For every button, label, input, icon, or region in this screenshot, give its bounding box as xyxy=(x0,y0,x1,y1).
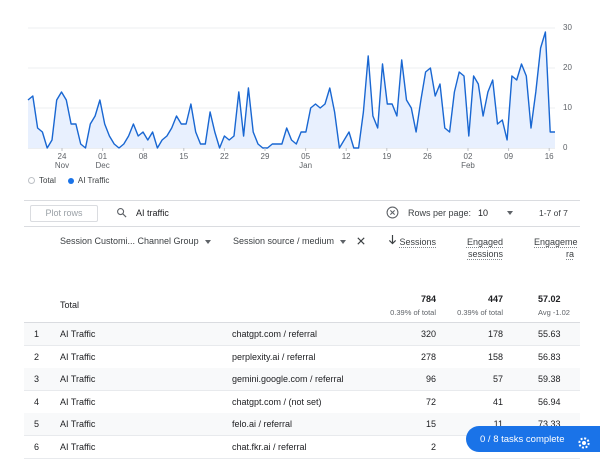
tasks-toast[interactable]: 0 / 8 tasks complete xyxy=(466,426,600,452)
row-sessions: 15 xyxy=(425,419,436,429)
totals-row: Total 784 0.39% of total 447 0.39% of to… xyxy=(24,290,580,323)
y-tick-label: 10 xyxy=(563,103,572,112)
row-rate: 56.94 xyxy=(538,396,561,407)
row-channel: AI Traffic xyxy=(60,329,96,339)
row-sessions: 2 xyxy=(430,441,436,452)
trend-chart-svg xyxy=(27,27,555,151)
chart-legend: Total AI Traffic xyxy=(28,176,109,185)
series-ai-traffic-area xyxy=(28,32,555,148)
row-engaged: 178 xyxy=(487,329,503,339)
search-icon xyxy=(117,208,127,218)
row-channel: AI Traffic xyxy=(60,396,96,407)
row-engaged: 158 xyxy=(487,351,503,362)
y-tick-label: 20 xyxy=(563,63,572,72)
x-tick-label: 26 xyxy=(422,152,432,161)
row-engaged: 57 xyxy=(492,374,503,384)
row-source: gemini.google.com / referral xyxy=(232,374,344,384)
total-engaged: 447 xyxy=(487,294,503,304)
row-source: perplexity.ai / referral xyxy=(232,351,316,362)
row-sessions: 96 xyxy=(425,374,436,384)
chevron-down-icon[interactable] xyxy=(340,239,347,244)
x-tick-label: 09 xyxy=(504,152,514,161)
row-number: 5 xyxy=(34,419,40,429)
total-sessions-pct: 0.39% of total xyxy=(390,308,436,317)
remove-dimension-icon[interactable] xyxy=(357,237,365,245)
table-row[interactable]: 3 AI Traffic gemini.google.com / referral 9… xyxy=(24,368,580,391)
x-tick-label: 12 xyxy=(341,152,351,161)
row-number: 1 xyxy=(34,329,40,339)
row-channel: AI Traffic xyxy=(60,441,96,452)
totals-label: Total xyxy=(60,300,80,310)
row-number: 3 xyxy=(34,374,40,384)
total-rate-avg: Avg -1.02 xyxy=(538,308,570,317)
total-rate: 57.02 xyxy=(538,294,561,304)
row-number: 2 xyxy=(34,351,40,362)
x-tick-label: 08 xyxy=(138,152,148,161)
row-rate: 73.33 xyxy=(538,419,561,429)
total-engaged-pct: 0.39% of total xyxy=(457,308,503,317)
chevron-down-icon[interactable] xyxy=(204,239,211,244)
row-rate: 56.83 xyxy=(538,351,561,362)
x-tick-label: 29 xyxy=(260,152,270,161)
table-row[interactable]: 2 AI Traffic perplexity.ai / referral 278 15… xyxy=(24,346,580,369)
row-source: felo.ai / referral xyxy=(232,419,293,429)
rows-per-page-select[interactable]: 10 xyxy=(478,208,489,218)
table-row[interactable]: 5 AI Traffic felo.ai / referral 15 11 73.33 xyxy=(24,413,580,436)
x-tick-label: 24 Nov xyxy=(54,152,70,170)
gear-icon xyxy=(578,437,590,449)
x-tick-label: 05 Jan xyxy=(299,152,313,170)
row-source: chatgpt.com / (not set) xyxy=(232,396,322,407)
row-channel: AI Traffic xyxy=(60,374,96,384)
row-engaged: 41 xyxy=(492,396,503,407)
row-number: 4 xyxy=(34,396,40,407)
total-sessions: 784 xyxy=(420,294,436,304)
x-tick-label: 19 xyxy=(382,152,392,161)
table-row[interactable]: 4 AI Traffic chatgpt.com / (not set) 72 41 56… xyxy=(24,391,580,414)
row-engaged: 11 xyxy=(493,419,503,429)
x-tick-label: 15 xyxy=(179,152,189,161)
row-sessions: 72 xyxy=(425,396,436,407)
legend-total[interactable]: Total xyxy=(28,176,56,185)
column-header-channel-group[interactable]: Session Customi... Channel Group xyxy=(60,236,211,246)
pagination-range: 1-7 of 7 xyxy=(539,208,568,218)
row-sessions: 320 xyxy=(420,329,436,339)
row-sessions: 278 xyxy=(420,351,436,362)
chevron-down-icon[interactable] xyxy=(507,211,513,215)
x-tick-label: 22 xyxy=(219,152,229,161)
sort-descending-icon[interactable] xyxy=(388,234,397,245)
row-rate: 59.38 xyxy=(538,374,561,384)
row-channel: AI Traffic xyxy=(60,419,96,429)
x-tick-label: 02 Feb xyxy=(461,152,475,170)
column-header-source-medium[interactable]: Session source / medium xyxy=(233,236,347,246)
y-tick-label: 0 xyxy=(563,143,568,152)
legend-ai-traffic-icon xyxy=(67,177,74,184)
row-source: chatgpt.com / referral xyxy=(232,329,318,339)
rows-per-page-label: Rows per page: xyxy=(408,208,472,218)
column-header-engaged-sessions[interactable]: Engaged sessions xyxy=(466,237,503,259)
trend-chart: 24 Nov 01 Dec 08 15 22 29 05 Jan 12 19 26 02 Feb 09 16 3… xyxy=(0,0,600,172)
row-source: chat.fkr.ai / referral xyxy=(232,441,307,452)
plot-rows-button[interactable]: Plot rows xyxy=(30,205,98,222)
row-channel: AI Traffic xyxy=(60,351,96,362)
table-toolbar: Plot rows AI traffic Rows per page: 10 1… xyxy=(24,200,580,227)
column-header-engagement-rate[interactable]: Engageme ra xyxy=(534,237,578,259)
legend-ai-traffic[interactable]: AI Traffic xyxy=(67,176,109,185)
x-tick-label: 16 xyxy=(544,152,554,161)
clear-search-icon[interactable] xyxy=(386,206,399,219)
x-tick-label: 01 Dec xyxy=(95,152,110,170)
series-ai-traffic-line xyxy=(27,31,555,149)
search-input[interactable]: AI traffic xyxy=(136,208,169,218)
y-tick-label: 30 xyxy=(563,23,572,32)
column-header-sessions[interactable]: Sessions xyxy=(399,237,436,247)
row-rate: 55.63 xyxy=(538,329,561,339)
row-number: 6 xyxy=(34,441,40,452)
legend-total-icon xyxy=(28,177,35,185)
table-row[interactable]: 1 AI Traffic chatgpt.com / referral 320 178 5… xyxy=(24,323,580,346)
